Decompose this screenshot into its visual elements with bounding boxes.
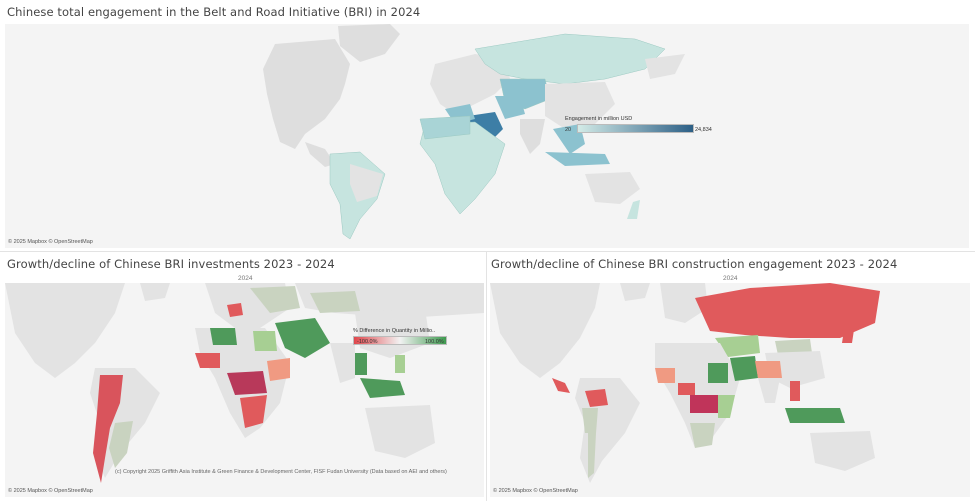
india-shape <box>330 343 355 383</box>
central-asia-shape <box>310 291 360 313</box>
southeast-asia-shape <box>360 378 405 398</box>
investments-year-label: 2024 <box>238 275 253 282</box>
new-zealand-shape <box>627 200 640 219</box>
construction-title: Growth/decline of Chinese BRI constructi… <box>491 257 898 271</box>
investments-map[interactable]: % Difference in Quantity in Millio.. -10… <box>5 283 484 497</box>
north-america-shape <box>263 39 350 149</box>
total-engagement-title: Chinese total engagement in the Belt and… <box>7 5 421 19</box>
legend-min-label: 20 <box>565 127 572 133</box>
australia-shape <box>365 405 435 458</box>
colombia-shape <box>585 389 608 407</box>
argentina-shape <box>109 421 133 468</box>
total-engagement-legend: Engagement in million USD 20 24,834 <box>565 116 712 133</box>
data-copyright: (c) Copyright 2025 Griffith Asia Institu… <box>115 469 447 475</box>
sudan-shape <box>708 363 728 383</box>
mongolia-shape <box>775 339 812 355</box>
china-shape <box>355 308 430 358</box>
panel-divider-horizontal <box>0 251 975 252</box>
greenland-shape <box>140 283 170 301</box>
balkan-shape <box>227 303 243 317</box>
ethiopia-shape <box>267 358 290 381</box>
legend-color-bar <box>577 124 694 133</box>
east-africa-shape <box>718 395 735 418</box>
far-east-shape <box>645 54 685 79</box>
north-america-shape <box>490 283 600 378</box>
kazakhstan-shape <box>715 335 760 357</box>
congo-shape <box>690 395 718 413</box>
investments-map-svg <box>5 283 484 483</box>
africa-shape <box>419 121 506 215</box>
russia-shape <box>474 33 666 85</box>
construction-year-label: 2024 <box>723 275 738 282</box>
brazil-shape <box>350 164 383 202</box>
china-shape <box>765 351 825 388</box>
algeria-shape <box>210 328 237 345</box>
legend-max-label: 100.0% <box>425 339 444 345</box>
greenland-shape <box>620 283 650 301</box>
total-engagement-map-svg <box>263 24 685 240</box>
peru-chile-shape <box>93 375 123 483</box>
indonesia-shape <box>545 152 610 166</box>
map-attribution[interactable]: © 2025 Mapbox © OpenStreetMap <box>8 488 93 494</box>
map-attribution[interactable]: © 2025 Mapbox © OpenStreetMap <box>8 239 93 245</box>
europe-shape <box>660 283 708 323</box>
central-america-shape <box>552 378 570 393</box>
australia-shape <box>810 431 875 471</box>
construction-panel: Growth/decline of Chinese BRI constructi… <box>487 252 975 501</box>
central-america-shape <box>305 142 335 167</box>
legend-color-bar <box>353 336 447 345</box>
myanmar-shape <box>355 353 367 375</box>
investments-title: Growth/decline of Chinese BRI investment… <box>7 257 335 271</box>
map-attribution[interactable]: © 2025 Mapbox © OpenStreetMap <box>493 488 578 494</box>
india-shape <box>758 378 780 403</box>
legend-title: Engagement in million USD <box>565 116 633 122</box>
total-engagement-map[interactable]: Engagement in million USD 20 24,834 © 20… <box>5 24 969 248</box>
nigeria-shape <box>678 383 695 395</box>
south-africa-shape <box>690 423 715 448</box>
legend-min-label: -100.0% <box>357 339 378 345</box>
arabia-shape <box>730 356 758 381</box>
legend-max-label: 24,834 <box>695 127 712 133</box>
investments-panel: Growth/decline of Chinese BRI investment… <box>0 252 486 501</box>
russia-shape <box>695 283 880 338</box>
india-shape <box>520 119 545 154</box>
chile-shape <box>588 433 596 478</box>
vietnam-shape <box>790 381 800 401</box>
west-africa-shape <box>195 353 220 368</box>
west-africa-shape <box>655 368 675 383</box>
china-shape <box>545 82 615 129</box>
australia-shape <box>585 172 640 204</box>
japan-shape <box>842 323 855 343</box>
legend-title: % Difference in Quantity in Millio.. <box>353 328 436 334</box>
north-africa-shape <box>419 115 471 140</box>
egypt-shape <box>253 331 277 351</box>
central-africa-shape <box>227 371 267 395</box>
panel-divider-vertical <box>486 252 487 501</box>
total-engagement-panel: Chinese total engagement in the Belt and… <box>0 0 975 250</box>
east-europe-shape <box>250 286 300 313</box>
middle-east-shape <box>275 318 330 358</box>
investments-legend: % Difference in Quantity in Millio.. -10… <box>353 328 453 345</box>
peru-shape <box>582 408 598 433</box>
north-america-shape <box>5 283 125 378</box>
indonesia-shape <box>785 408 845 423</box>
south-asia-shape <box>755 361 782 378</box>
europe-shape <box>430 54 510 114</box>
philippines-shape <box>395 355 405 373</box>
southern-africa-shape <box>240 395 267 428</box>
construction-map-svg <box>490 283 880 483</box>
greenland-shape <box>338 24 400 62</box>
iran-shape <box>495 96 525 119</box>
construction-map[interactable]: © 2025 Mapbox © OpenStreetMap <box>490 283 970 497</box>
